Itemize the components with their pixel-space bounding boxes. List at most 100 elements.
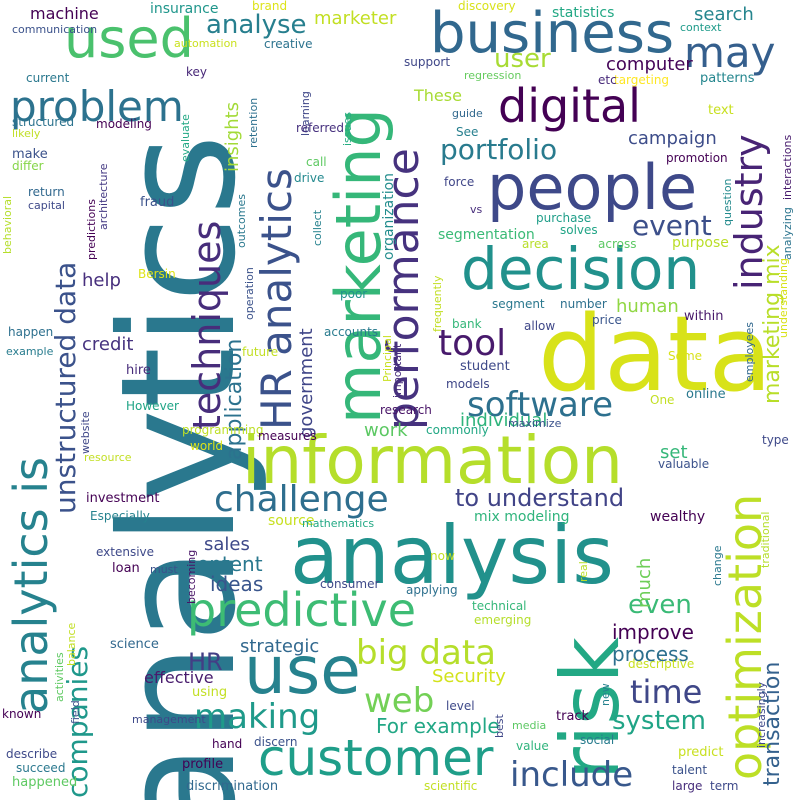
word-work: work (364, 420, 408, 441)
word-communication: communication (12, 23, 98, 36)
word-poor: poor (340, 287, 368, 301)
word-likely: likely (12, 127, 41, 140)
word-investment: investment (86, 491, 160, 506)
word-understanding: understanding (777, 258, 790, 338)
word-include: include (510, 755, 634, 795)
word-decision: decision (461, 235, 701, 303)
word-discovery: discovery (458, 0, 516, 13)
word-social: social (580, 733, 615, 747)
word-frequently: frequently (431, 275, 444, 333)
word-succeed: succeed (16, 761, 66, 775)
word-programming: programming (182, 423, 264, 437)
word-human: human (616, 296, 679, 317)
word-credit: credit (82, 334, 134, 355)
word-real: real (577, 561, 590, 582)
word-techniques: techniques (185, 220, 229, 430)
word-becoming: becoming (185, 549, 198, 604)
word-area: area (522, 237, 549, 251)
word-website: website (79, 411, 92, 454)
word-happened: happened (12, 775, 78, 790)
word-structured: structured (12, 115, 75, 129)
word-employees: employees (743, 321, 756, 382)
word-especially: Especially (90, 509, 150, 523)
word-behavioral: behavioral (1, 195, 14, 254)
word-emerging: emerging (474, 613, 532, 627)
word-set: set (660, 442, 688, 463)
word-text: text (708, 103, 734, 118)
word-commonly: commonly (426, 423, 489, 437)
word-data: data (538, 293, 773, 415)
word-improve: improve (612, 620, 694, 644)
word-help: help (82, 270, 121, 291)
word-system: system (612, 706, 706, 736)
word-call: call (306, 155, 327, 169)
word-much: much (634, 557, 655, 608)
word-mathematics: mathematics (302, 517, 375, 530)
word-extensive: extensive (96, 545, 155, 559)
word-increasingly: increasingly (755, 681, 768, 748)
word-patterns: patterns (700, 71, 755, 86)
word-analysis: analysis (290, 509, 614, 602)
word-number: number (560, 297, 607, 311)
word-profile: profile (182, 757, 224, 772)
word-future: future (242, 345, 279, 359)
word-individual: individual (460, 410, 548, 431)
word-technical: technical (472, 599, 527, 613)
word-vs: vs (470, 203, 483, 216)
word-term: term (710, 779, 739, 793)
word-operation: operation (243, 267, 256, 320)
word-important: important (391, 343, 404, 398)
word-for-example: For example (376, 714, 500, 738)
word-creative: creative (264, 37, 313, 51)
word-applying: applying (406, 583, 458, 597)
word-one: One (650, 393, 675, 407)
word-must: must (150, 563, 178, 576)
word-large: large (672, 779, 703, 793)
word-business: business (430, 1, 675, 66)
word-known: known (2, 707, 42, 721)
word-brand: brand (252, 0, 288, 13)
word-content: content (186, 552, 263, 576)
word-change: change (711, 545, 724, 586)
word-using: using (192, 685, 228, 700)
word-example: example (6, 345, 54, 358)
word-however: However (126, 399, 179, 413)
word-drive: drive (294, 171, 325, 185)
word-predict: predict (678, 745, 724, 760)
word-return: return (28, 185, 65, 199)
word-now: now (430, 549, 455, 563)
word-hr: HR (188, 648, 223, 676)
word-fraud: fraud (140, 195, 175, 210)
word-security: Security (432, 666, 506, 687)
word-process: process (612, 642, 689, 666)
word-government: government (296, 328, 317, 438)
word-resource: resource (84, 451, 132, 464)
word-support: support (404, 55, 451, 69)
word-guide: guide (452, 107, 483, 120)
word-scientific: scientific (424, 779, 478, 793)
word-use: use (244, 632, 361, 709)
word-digital: digital (498, 79, 641, 133)
word-regression: regression (464, 69, 522, 82)
word-bersin: Bersin (138, 267, 176, 281)
word-analyzing: analyzing (781, 207, 794, 260)
word-campaign: campaign (628, 128, 717, 149)
word-type: type (762, 433, 789, 447)
word-value: value (516, 739, 549, 753)
word-loan: loan (112, 561, 140, 576)
word-challenge: challenge (214, 479, 389, 520)
word-predictions: predictions (85, 199, 98, 260)
word-insights: insights (222, 101, 243, 172)
word-people: people (487, 151, 698, 224)
word-student: student (460, 359, 510, 374)
word-differ: differ (12, 159, 44, 173)
word-user: user (494, 44, 551, 74)
word-evaluate: evaluate (179, 114, 192, 162)
word-valuable: valuable (658, 457, 710, 471)
word-these: These (414, 86, 462, 105)
word-analyse: analyse (206, 10, 307, 40)
word-search: search (694, 4, 754, 25)
word-context: context (680, 21, 722, 34)
word-key: key (186, 65, 208, 79)
word-current: current (26, 71, 70, 85)
